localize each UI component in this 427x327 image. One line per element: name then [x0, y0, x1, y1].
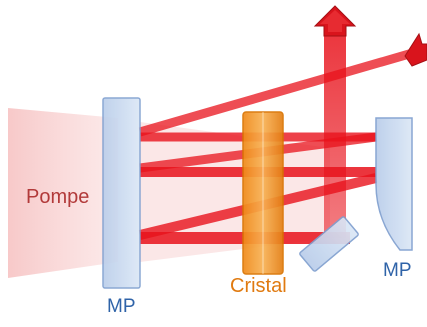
output-arrow-icon — [313, 5, 357, 37]
pump-label: Pompe — [26, 186, 90, 208]
crystal-label: Cristal — [230, 275, 287, 297]
pump-beam — [8, 108, 118, 278]
mirror-right — [375, 117, 413, 251]
mirror-fold — [299, 216, 359, 272]
input-arrow-icon — [404, 32, 427, 67]
mirror-left — [102, 97, 141, 289]
mirror-left-label: MP — [107, 296, 136, 317]
crystal — [242, 111, 284, 275]
beam-incoming-diagonal — [138, 47, 418, 137]
mirror-right-label: MP — [383, 260, 412, 281]
